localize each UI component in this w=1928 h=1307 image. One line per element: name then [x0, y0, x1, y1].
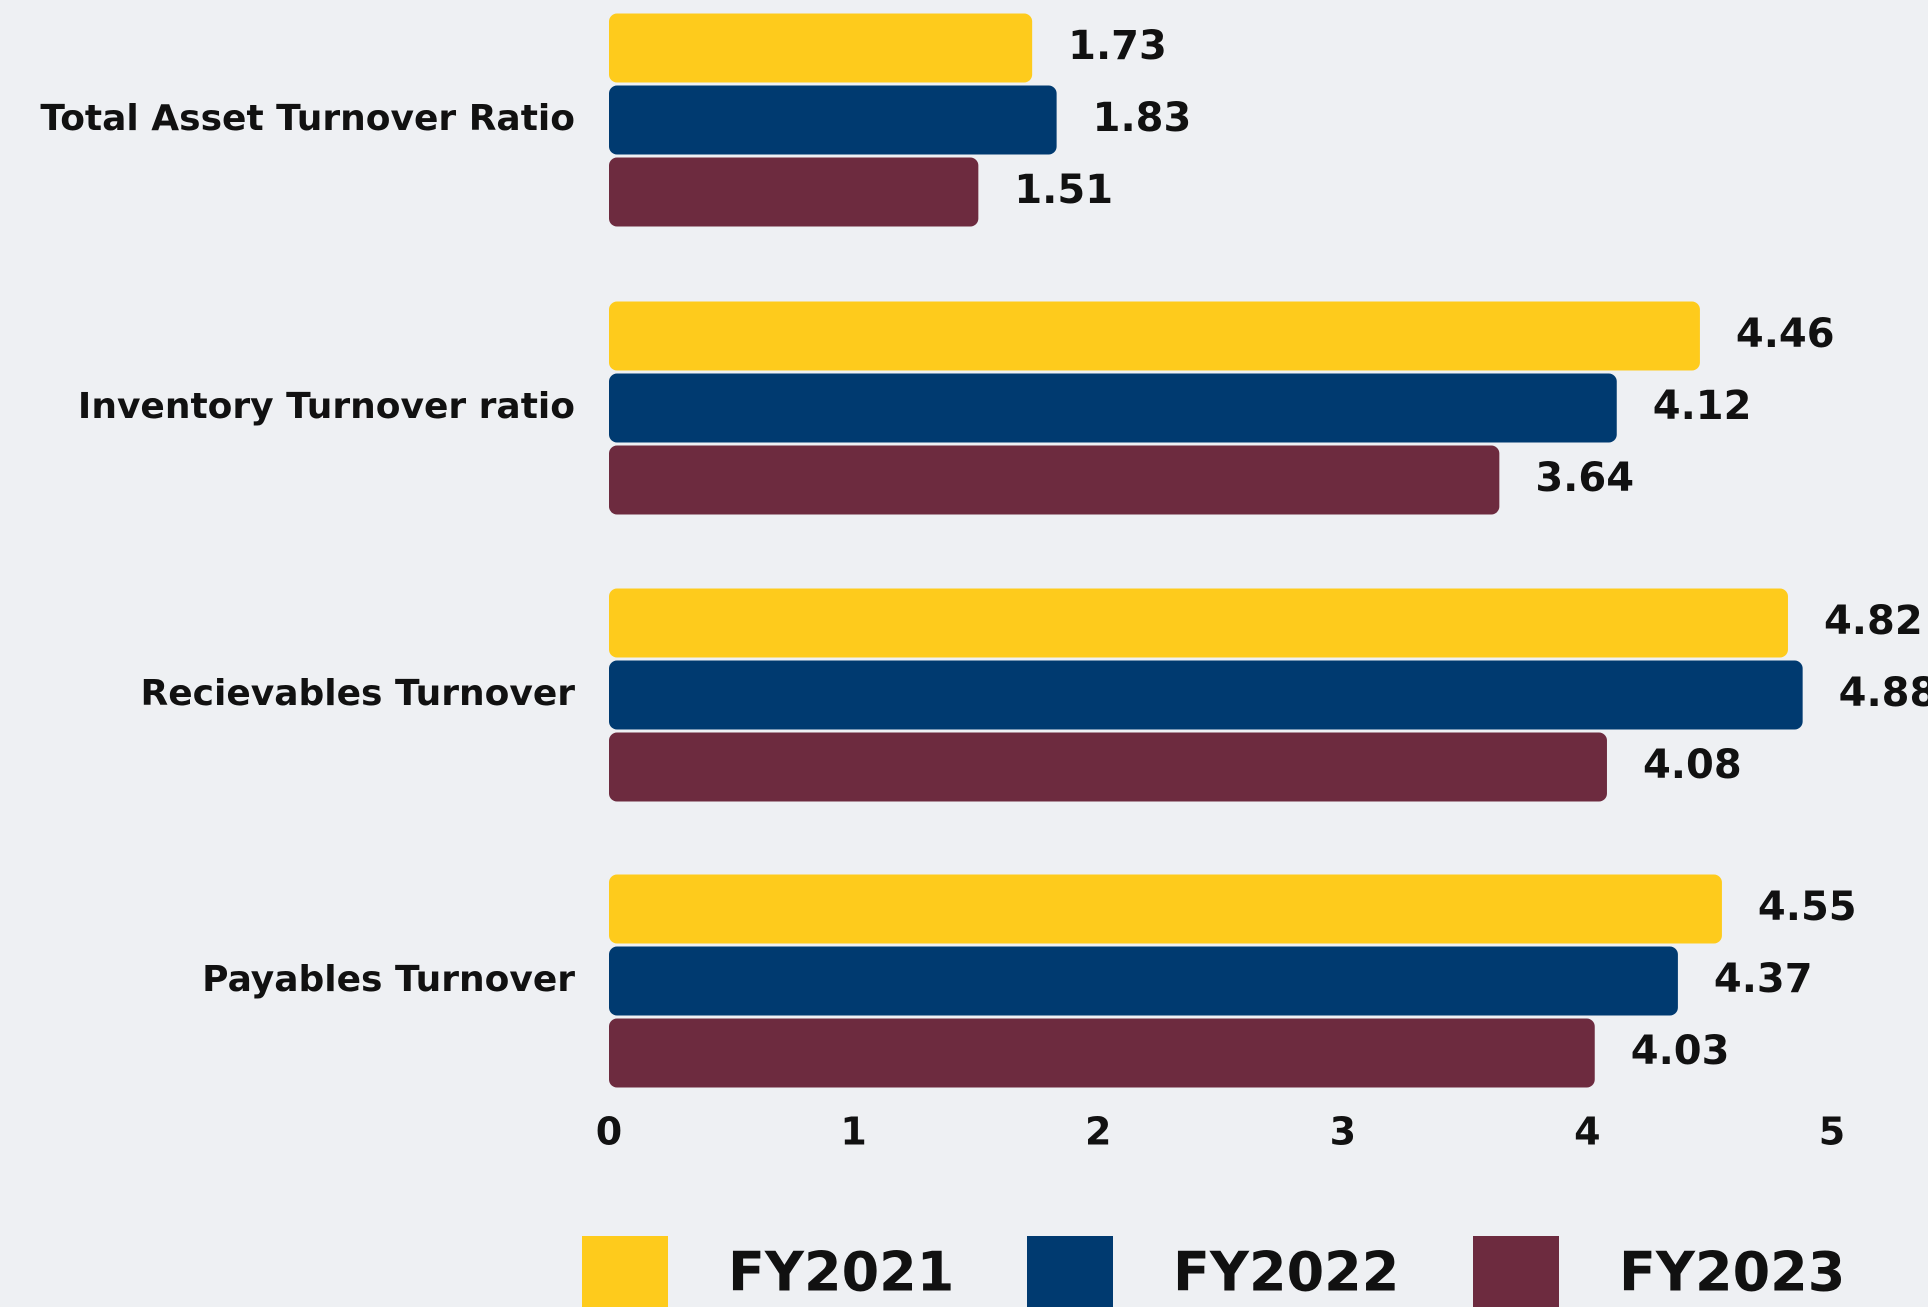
x-tick-label: 1 [840, 1110, 866, 1154]
value-label: 4.03 [1631, 1028, 1730, 1074]
category-label: Inventory Turnover ratio [78, 386, 575, 427]
x-tick-label: 2 [1085, 1110, 1111, 1154]
bar [609, 13, 1033, 83]
value-label: 4.55 [1758, 884, 1857, 930]
bar [609, 85, 1057, 155]
bar [609, 445, 1500, 515]
value-label: 1.83 [1093, 95, 1192, 141]
value-label: 3.64 [1535, 455, 1634, 501]
legend-label: FY2021 [728, 1241, 954, 1304]
legend-label: FY2023 [1619, 1241, 1845, 1304]
value-label: 1.51 [1014, 167, 1113, 213]
bar [609, 946, 1678, 1016]
bar [609, 588, 1788, 658]
value-label: 4.82 [1824, 598, 1923, 644]
bar [609, 660, 1803, 730]
bar [609, 157, 979, 227]
legend-label: FY2022 [1173, 1241, 1399, 1304]
legend-swatch [582, 1236, 668, 1307]
bar [609, 301, 1700, 371]
value-label: 4.88 [1839, 670, 1928, 716]
x-tick-label: 3 [1330, 1110, 1356, 1154]
value-label: 1.73 [1068, 23, 1167, 69]
bar [609, 732, 1607, 802]
category-label: Recievables Turnover [141, 673, 576, 714]
x-tick-label: 0 [596, 1110, 622, 1154]
value-label: 4.46 [1736, 311, 1835, 357]
category-label: Payables Turnover [202, 959, 575, 1000]
value-label: 4.12 [1653, 383, 1752, 429]
value-label: 4.08 [1643, 742, 1742, 788]
bar [609, 1018, 1595, 1088]
legend-swatch [1473, 1236, 1559, 1307]
x-tick-label: 5 [1819, 1110, 1845, 1154]
legend-swatch [1027, 1236, 1113, 1307]
bar [609, 874, 1722, 944]
value-label: 4.37 [1714, 956, 1813, 1002]
x-tick-label: 4 [1574, 1110, 1600, 1154]
bar [609, 373, 1617, 443]
category-label: Total Asset Turnover Ratio [40, 98, 575, 139]
